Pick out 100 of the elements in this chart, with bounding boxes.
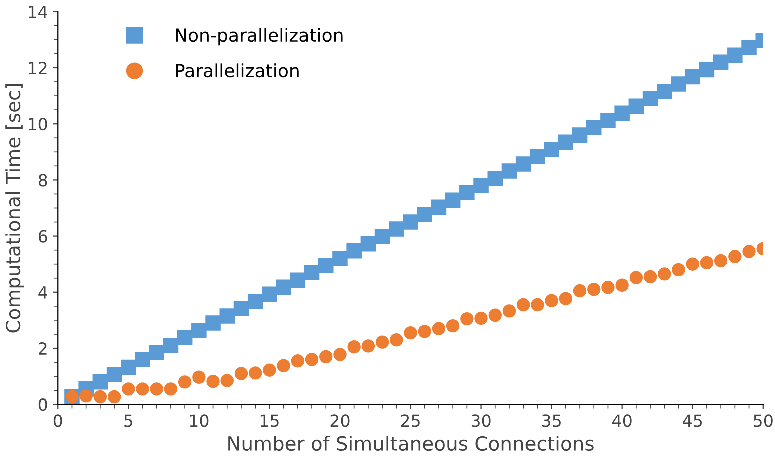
point — [178, 376, 192, 389]
point — [192, 323, 207, 338]
x-tick-label: 30 — [472, 414, 491, 428]
point — [642, 91, 658, 106]
point — [474, 312, 488, 326]
point — [108, 390, 122, 404]
point — [628, 98, 644, 114]
point — [374, 229, 390, 244]
point — [206, 375, 220, 388]
point — [600, 113, 616, 128]
point — [277, 359, 290, 372]
point — [460, 312, 474, 326]
point — [346, 244, 362, 259]
point — [559, 292, 573, 306]
point — [531, 298, 544, 312]
point — [672, 263, 686, 277]
point — [516, 156, 532, 172]
point — [94, 390, 108, 404]
point — [544, 142, 560, 158]
x-tick-label: 40 — [612, 414, 632, 428]
x-tick-label: 20 — [330, 414, 350, 428]
point — [658, 268, 672, 281]
point — [332, 251, 348, 266]
point — [150, 382, 164, 396]
point — [389, 222, 404, 237]
point — [474, 178, 489, 194]
point — [80, 390, 93, 403]
y-axis-title: Computational Time [sec] — [6, 84, 24, 333]
point — [291, 354, 305, 368]
y-tick-label: 0 — [38, 398, 48, 412]
point — [164, 382, 178, 396]
x-tick-label: 15 — [260, 414, 279, 428]
point — [318, 258, 334, 274]
point — [234, 367, 248, 380]
point — [446, 319, 460, 333]
y-tick-label: 12 — [29, 62, 47, 74]
point — [699, 62, 715, 78]
point — [572, 128, 588, 143]
point — [657, 84, 672, 100]
y-tick-label: 14 — [29, 6, 48, 18]
point — [121, 360, 136, 376]
point — [502, 304, 516, 318]
point — [445, 192, 461, 208]
point — [460, 185, 475, 200]
point — [262, 286, 278, 302]
point — [558, 134, 574, 150]
point — [248, 294, 264, 310]
point — [149, 345, 164, 360]
point — [163, 338, 179, 354]
point — [488, 171, 504, 186]
point — [220, 374, 234, 388]
point — [432, 322, 446, 336]
y-tick-label: 10 — [29, 118, 48, 131]
x-tick-label: 25 — [401, 414, 420, 428]
point — [728, 48, 743, 64]
point — [92, 374, 108, 390]
point — [616, 278, 629, 292]
point — [360, 236, 376, 252]
point — [588, 282, 601, 296]
point — [713, 54, 729, 70]
y-tick-label: 6 — [38, 230, 48, 243]
point — [714, 254, 728, 268]
y-tick-label: 2 — [39, 342, 47, 355]
point — [630, 271, 644, 284]
point — [376, 336, 390, 349]
point — [136, 382, 150, 396]
point — [404, 326, 418, 340]
x-tick-label: 50 — [754, 414, 773, 428]
point — [334, 348, 347, 362]
point — [417, 207, 432, 222]
x-tick-label: 5 — [124, 414, 132, 428]
point — [488, 308, 502, 322]
point — [122, 382, 136, 396]
x-tick-label: 0 — [54, 414, 62, 428]
point — [206, 316, 221, 331]
point — [305, 353, 319, 366]
point — [700, 256, 714, 270]
point — [614, 106, 630, 122]
point — [192, 370, 206, 384]
x-axis-title: Number of Simultaneous Connections — [228, 436, 594, 452]
point — [586, 120, 602, 136]
point — [742, 245, 756, 258]
point — [742, 40, 757, 56]
x-tick-label: 35 — [542, 414, 561, 428]
point — [106, 366, 122, 382]
point — [248, 366, 262, 380]
point — [276, 280, 292, 295]
x-tick-label: 45 — [683, 414, 702, 428]
point — [290, 272, 306, 288]
point — [685, 69, 700, 85]
point — [418, 325, 432, 338]
point — [320, 350, 333, 364]
point — [263, 364, 276, 377]
point — [390, 333, 404, 347]
point — [362, 340, 376, 353]
point — [403, 214, 418, 230]
point — [530, 149, 546, 165]
point — [220, 308, 236, 324]
point — [516, 298, 530, 312]
point — [602, 281, 615, 294]
